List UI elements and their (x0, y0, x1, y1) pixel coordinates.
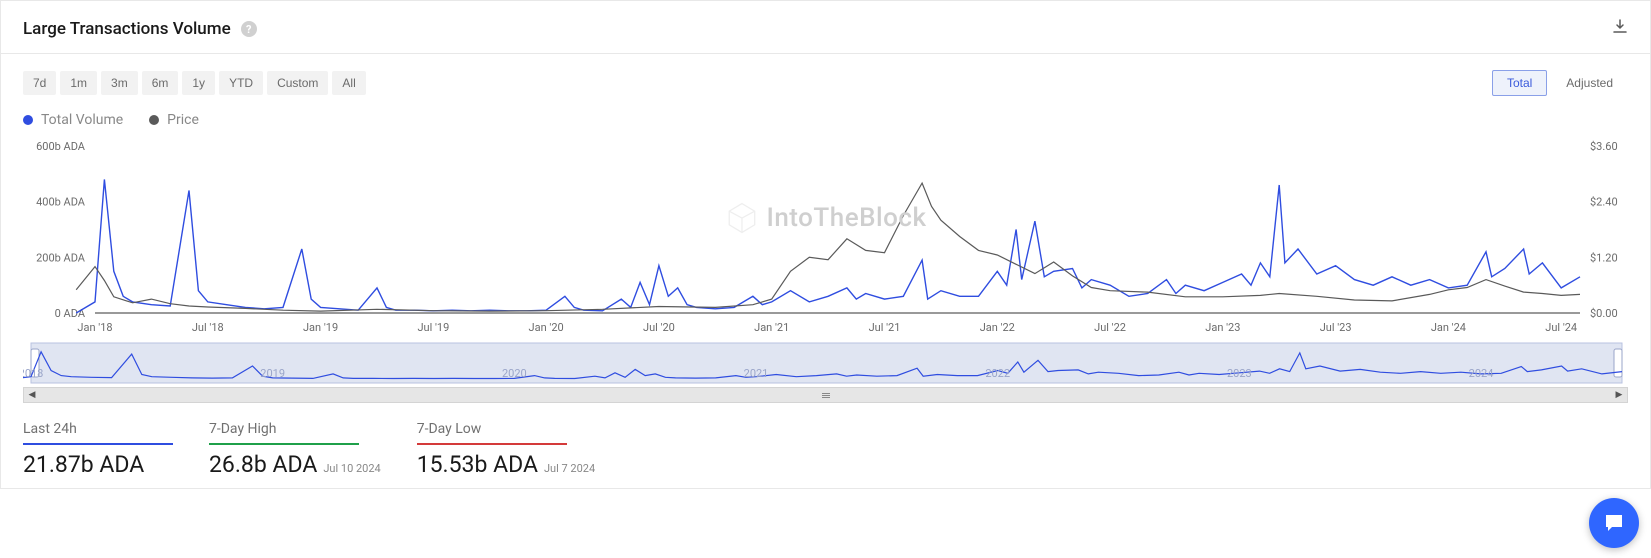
help-icon[interactable]: ? (241, 21, 257, 37)
svg-text:200b ADA: 200b ADA (36, 251, 86, 264)
toggle-total[interactable]: Total (1492, 70, 1547, 96)
svg-text:2018: 2018 (23, 367, 43, 380)
svg-text:Jul '22: Jul '22 (1094, 321, 1126, 334)
stat-value: 15.53b ADA (417, 451, 538, 478)
controls-row: 7d1m3m6m1yYTDCustomAll TotalAdjusted (1, 54, 1650, 104)
scroll-left-icon[interactable]: ◀ (24, 388, 40, 402)
svg-text:Jan '24: Jan '24 (1431, 321, 1466, 334)
svg-text:600b ADA: 600b ADA (36, 140, 86, 153)
svg-text:Jan '21: Jan '21 (754, 321, 789, 334)
svg-text:2021: 2021 (744, 367, 769, 380)
legend-dot-icon (149, 115, 159, 125)
svg-text:Jul '20: Jul '20 (643, 321, 675, 334)
range-6m[interactable]: 6m (142, 71, 179, 95)
toggle-adjusted[interactable]: Adjusted (1551, 70, 1628, 96)
svg-text:400b ADA: 400b ADA (36, 196, 86, 209)
chat-fab[interactable] (1589, 498, 1639, 548)
stat-underline (23, 443, 173, 445)
time-range-group: 7d1m3m6m1yYTDCustomAll (23, 71, 366, 95)
card-header: Large Transactions Volume ? (1, 1, 1650, 54)
main-chart-wrap: 0 ADA 200b ADA 400b ADA 600b ADA $0.00 $1.20 $… (1, 140, 1650, 335)
stat-low: 7-Day Low 15.53b ADA Jul 7 2024 (417, 421, 595, 478)
svg-text:Jan '22: Jan '22 (980, 321, 1015, 334)
main-chart[interactable]: 0 ADA 200b ADA 400b ADA 600b ADA $0.00 $1.20 $… (23, 140, 1630, 335)
stat-value: 21.87b ADA (23, 451, 144, 478)
svg-text:2022: 2022 (985, 367, 1010, 380)
svg-text:$0.00: $0.00 (1590, 307, 1618, 320)
range-custom[interactable]: Custom (267, 71, 328, 95)
legend: Total Volume Price (1, 104, 1650, 140)
stat-value: 26.8b ADA (209, 451, 317, 478)
stat-value-line: 26.8b ADA Jul 10 2024 (209, 451, 381, 478)
brush-wrap: 2018 2019 2020 2021 2022 2023 2024 (1, 335, 1650, 385)
download-icon[interactable] (1612, 19, 1628, 39)
mode-toggle-group: TotalAdjusted (1492, 70, 1628, 96)
brush-chart[interactable]: 2018 2019 2020 2021 2022 2023 2024 (23, 341, 1630, 385)
svg-text:2023: 2023 (1227, 367, 1252, 380)
svg-text:2019: 2019 (260, 367, 285, 380)
svg-text:Jul '18: Jul '18 (192, 321, 224, 334)
range-all[interactable]: All (332, 71, 365, 95)
legend-label: Total Volume (41, 112, 123, 128)
stat-date: Jul 10 2024 (323, 462, 380, 475)
stat-last24: Last 24h 21.87b ADA (23, 421, 173, 478)
svg-text:$3.60: $3.60 (1590, 140, 1618, 153)
stat-high: 7-Day High 26.8b ADA Jul 10 2024 (209, 421, 381, 478)
title-wrap: Large Transactions Volume ? (23, 19, 257, 39)
svg-text:$1.20: $1.20 (1590, 251, 1618, 264)
brush-scrollbar[interactable]: ◀ ▶ (23, 387, 1628, 403)
stat-label: Last 24h (23, 421, 173, 437)
svg-text:Jan '23: Jan '23 (1205, 321, 1240, 334)
stat-label: 7-Day Low (417, 421, 595, 437)
legend-dot-icon (23, 115, 33, 125)
svg-text:Jan '20: Jan '20 (529, 321, 564, 334)
svg-text:2024: 2024 (1469, 367, 1494, 380)
stat-date: Jul 7 2024 (544, 462, 595, 475)
range-3m[interactable]: 3m (101, 71, 138, 95)
svg-text:Jul '21: Jul '21 (869, 321, 901, 334)
range-1m[interactable]: 1m (60, 71, 97, 95)
svg-text:Jan '19: Jan '19 (303, 321, 338, 334)
range-7d[interactable]: 7d (23, 71, 56, 95)
legend-item-price[interactable]: Price (149, 112, 199, 128)
stats-row: Last 24h 21.87b ADA 7-Day High 26.8b ADA Jul… (1, 403, 1650, 488)
svg-text:Jul '19: Jul '19 (417, 321, 449, 334)
legend-label: Price (167, 112, 199, 128)
page-title: Large Transactions Volume (23, 19, 231, 39)
range-1y[interactable]: 1y (182, 71, 215, 95)
svg-text:Jan '18: Jan '18 (77, 321, 112, 334)
svg-text:Jul '24: Jul '24 (1545, 321, 1577, 334)
svg-text:0 ADA: 0 ADA (55, 307, 86, 320)
scroll-grip-icon[interactable] (822, 390, 830, 400)
svg-text:2020: 2020 (502, 367, 527, 380)
stat-label: 7-Day High (209, 421, 381, 437)
range-ytd[interactable]: YTD (219, 71, 263, 95)
stat-value-line: 21.87b ADA (23, 451, 173, 478)
svg-text:Jul '23: Jul '23 (1320, 321, 1352, 334)
card: Large Transactions Volume ? 7d1m3m6m1yYT… (0, 0, 1651, 489)
stat-underline (417, 443, 567, 445)
stat-underline (209, 443, 359, 445)
stat-value-line: 15.53b ADA Jul 7 2024 (417, 451, 595, 478)
legend-item-total-volume[interactable]: Total Volume (23, 112, 123, 128)
svg-text:$2.40: $2.40 (1590, 196, 1618, 209)
scroll-right-icon[interactable]: ▶ (1611, 388, 1627, 402)
